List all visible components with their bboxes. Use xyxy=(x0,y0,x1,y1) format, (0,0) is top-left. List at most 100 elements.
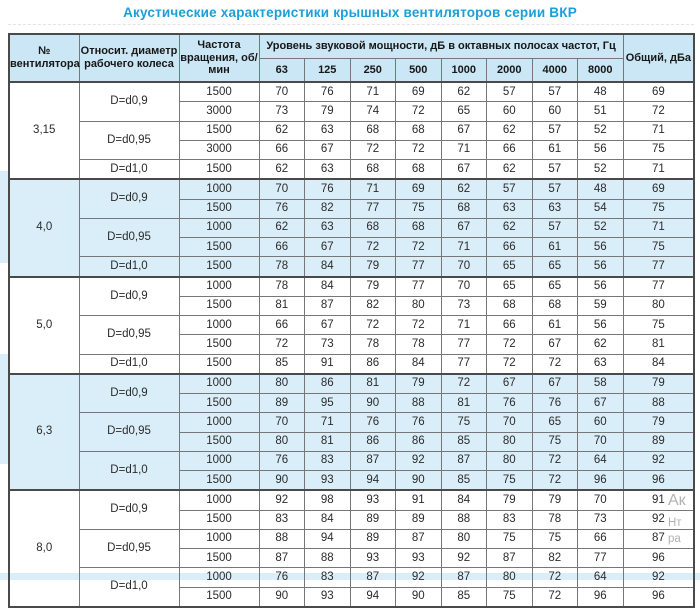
diameter-cell: D=d0,9 xyxy=(78,372,180,414)
spl-value-cell: 67 xyxy=(531,372,578,394)
header-freq-125: 125 xyxy=(304,58,351,83)
spl-value-cell: 80 xyxy=(258,372,305,394)
spl-value-cell: 70 xyxy=(577,431,624,452)
spl-value-cell: 72 xyxy=(440,372,487,394)
spl-value-cell: 75 xyxy=(395,198,442,219)
rpm-cell: 1000 xyxy=(178,217,260,239)
spl-value-cell: 62 xyxy=(440,178,487,200)
spl-value-cell: 65 xyxy=(531,412,578,433)
spl-value-cell: 57 xyxy=(531,81,578,103)
table-row: D=d1,0 1500 85 91 86 84 77 72 72 63 84 xyxy=(9,353,695,375)
total-dba-cell: 75 xyxy=(622,139,695,161)
diameter-cell: D=d0,95 xyxy=(78,412,180,452)
total-dba-cell: 71 xyxy=(622,159,695,180)
spl-value-cell: 63 xyxy=(304,159,351,180)
rpm-cell: 1500 xyxy=(178,547,260,569)
diameter-cell: D=d0,95 xyxy=(78,120,180,160)
fan-number-cell: 6,3 xyxy=(8,372,80,491)
spl-value-cell: 93 xyxy=(349,547,396,569)
spl-value-cell: 85 xyxy=(440,431,487,452)
rpm-cell: 1000 xyxy=(178,178,260,200)
spl-value-cell: 63 xyxy=(304,217,351,239)
spl-value-cell: 87 xyxy=(349,567,396,588)
spl-value-cell: 70 xyxy=(258,412,305,433)
table-row: 5,0 D=d0,9 1000 78 84 79 77 70 65 65 56 77 xyxy=(8,275,695,375)
header-freq-500: 500 xyxy=(395,58,442,83)
spl-value-cell: 75 xyxy=(440,412,487,433)
spl-value-cell: 80 xyxy=(258,431,305,452)
table-row: D=d0,95 1000 88 94 89 87 80 75 75 66 87 xyxy=(9,528,695,569)
spl-value-cell: 72 xyxy=(395,139,442,161)
spl-value-cell: 63 xyxy=(304,120,351,141)
spl-value-cell: 66 xyxy=(486,314,533,336)
spl-value-cell: 76 xyxy=(486,392,533,414)
spl-value-cell: 86 xyxy=(349,353,396,375)
total-dba-cell: 69 xyxy=(622,178,695,200)
spl-value-cell: 78 xyxy=(395,334,442,355)
spl-value-cell: 95 xyxy=(304,392,351,414)
diameter-cell: D=d1,0 xyxy=(78,256,180,277)
spl-value-cell: 52 xyxy=(577,120,624,141)
spl-value-cell: 72 xyxy=(349,139,396,161)
spl-value-cell: 76 xyxy=(258,450,305,472)
spl-value-cell: 79 xyxy=(395,372,442,394)
spl-value-cell: 66 xyxy=(486,236,533,258)
spl-value-cell: 88 xyxy=(304,547,351,569)
spl-value-cell: 81 xyxy=(304,431,351,452)
spl-value-cell: 77 xyxy=(577,547,624,569)
spl-value-cell: 67 xyxy=(304,314,351,336)
spl-value-cell: 72 xyxy=(531,586,578,608)
spl-value-cell: 89 xyxy=(349,509,396,530)
page-title: Акустические характеристики крышных вент… xyxy=(123,5,577,20)
total-dba-cell: 80 xyxy=(622,295,695,317)
spl-value-cell: 80 xyxy=(395,295,442,317)
spl-value-cell: 67 xyxy=(304,139,351,161)
spl-value-cell: 68 xyxy=(395,217,442,239)
spl-value-cell: 64 xyxy=(577,450,624,472)
spl-value-cell: 73 xyxy=(258,101,305,122)
spl-value-cell: 70 xyxy=(258,178,305,200)
total-dba-cell: 71 xyxy=(622,217,695,239)
spl-value-cell: 72 xyxy=(349,314,396,336)
table-row: 3000 66 67 72 72 71 66 61 56 75 xyxy=(9,139,695,161)
rpm-cell: 1500 xyxy=(178,120,260,141)
diameter-cell: D=d0,9 xyxy=(78,275,180,316)
row-band-bleed-6-3 xyxy=(0,354,8,464)
rpm-cell: 1500 xyxy=(178,392,260,414)
spl-value-cell: 57 xyxy=(531,120,578,141)
spl-value-cell: 93 xyxy=(349,489,396,511)
spl-value-cell: 76 xyxy=(258,198,305,219)
table-row: D=d0,95 1000 62 63 68 68 67 62 57 52 71 xyxy=(9,217,695,258)
spl-value-cell: 62 xyxy=(440,81,487,103)
spl-value-cell: 72 xyxy=(531,567,578,588)
spl-value-cell: 77 xyxy=(440,353,487,375)
spl-value-cell: 72 xyxy=(349,236,396,258)
spl-value-cell: 52 xyxy=(577,159,624,180)
table-row: D=d0,95 1000 70 71 76 76 75 70 65 60 79 xyxy=(9,412,695,452)
spl-value-cell: 88 xyxy=(440,509,487,530)
spl-value-cell: 72 xyxy=(531,353,578,375)
spl-value-cell: 57 xyxy=(486,178,533,200)
header-freq-2000: 2000 xyxy=(486,58,533,83)
spl-value-cell: 92 xyxy=(395,450,442,472)
table-row: D=d1,0 1500 62 63 68 68 67 62 57 52 71 xyxy=(9,159,695,180)
spl-value-cell: 84 xyxy=(304,509,351,530)
spl-value-cell: 92 xyxy=(395,567,442,588)
spl-value-cell: 66 xyxy=(577,528,624,550)
spl-value-cell: 80 xyxy=(486,431,533,452)
spl-value-cell: 67 xyxy=(486,372,533,394)
diameter-cell: D=d1,0 xyxy=(78,450,180,491)
spl-value-cell: 92 xyxy=(258,489,305,511)
spl-value-cell: 72 xyxy=(531,470,578,491)
spl-value-cell: 66 xyxy=(258,139,305,161)
spl-value-cell: 72 xyxy=(395,101,442,122)
spl-value-cell: 93 xyxy=(395,547,442,569)
spl-value-cell: 77 xyxy=(349,198,396,219)
spl-value-cell: 64 xyxy=(577,567,624,588)
spl-value-cell: 68 xyxy=(486,295,533,317)
rpm-cell: 1000 xyxy=(178,450,260,472)
total-dba-cell: 77 xyxy=(622,256,695,277)
spl-value-cell: 68 xyxy=(349,120,396,141)
faded-divider xyxy=(8,24,694,25)
rpm-cell: 1500 xyxy=(178,159,260,180)
